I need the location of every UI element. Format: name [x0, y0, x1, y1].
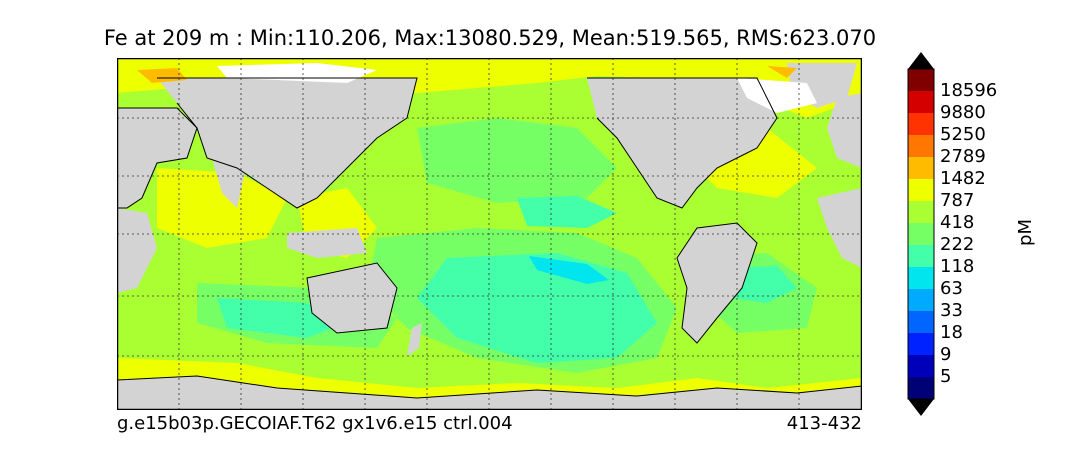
colorbar-box	[908, 91, 934, 114]
colorbar-tick-label: 18596	[940, 80, 998, 101]
colorbar-bottom-triangle	[908, 399, 934, 416]
colorbar-box	[908, 267, 934, 290]
units-label: pM	[1014, 219, 1036, 246]
colorbar-tick-label: 5	[940, 366, 952, 387]
map-title: Fe at 209 m : Min:110.206, Max:13080.529…	[103, 26, 877, 50]
colorbar-tick-label: 418	[940, 212, 975, 233]
land-indonesia	[287, 228, 367, 258]
colorbar-top-triangle	[908, 52, 934, 69]
land-antarctica	[117, 376, 862, 410]
colorbar-box	[908, 289, 934, 312]
missing-arctic-2	[737, 78, 817, 113]
colorbar	[907, 52, 935, 416]
gridlines	[117, 58, 862, 410]
land-africa-east	[817, 188, 862, 268]
land-europe-east	[827, 93, 862, 168]
land-africa	[117, 108, 197, 208]
land-africa-south	[117, 208, 157, 293]
colorbar-tick-label: 118	[940, 256, 975, 277]
colorbar-tick-label: 33	[940, 300, 963, 321]
orange-patch-1	[137, 68, 187, 83]
indian-yellow	[157, 168, 287, 248]
land-australia	[307, 263, 397, 333]
colorbar-tick-label: 63	[940, 278, 963, 299]
colorbar-box	[908, 157, 934, 180]
colorbar-box	[908, 333, 934, 356]
npac-118	[517, 196, 617, 228]
colorbar-tick-label: 5250	[940, 124, 986, 145]
colorbar-box	[908, 223, 934, 246]
ocean-map	[117, 58, 862, 410]
years-label: 413-432	[786, 413, 862, 434]
case-name-label: g.e15b03p.GECOIAF.T62 gx1v6.e15 ctrl.004	[117, 413, 513, 434]
land-north-america	[587, 78, 777, 208]
colorbar-tick-label: 18	[940, 322, 963, 343]
colorbar-box	[908, 245, 934, 268]
land-nz	[407, 323, 422, 356]
land-asia	[157, 78, 417, 208]
npac-222	[417, 118, 617, 203]
orange-patch-2	[767, 66, 797, 78]
colorbar-box	[908, 113, 934, 136]
colorbar-box	[908, 179, 934, 202]
colorbar-tick-label: 9	[940, 344, 952, 365]
colorbar-box	[908, 135, 934, 158]
spac-63	[529, 256, 609, 284]
coastlines	[117, 77, 862, 399]
colorbar-box	[908, 311, 934, 334]
land-india	[212, 158, 247, 208]
colorbar-tick-label: 222	[940, 234, 975, 255]
colorbar-tick-label: 1482	[940, 168, 986, 189]
map-frame	[117, 58, 862, 410]
colorbar-box	[908, 377, 934, 400]
colorbar-box	[908, 201, 934, 224]
colorbar-tick-label: 787	[940, 190, 975, 211]
colorbar-box	[908, 69, 934, 92]
colorbar-box	[908, 355, 934, 378]
colorbar-tick-label: 2789	[940, 146, 986, 167]
colorbar-tick-label: 9880	[940, 102, 986, 123]
